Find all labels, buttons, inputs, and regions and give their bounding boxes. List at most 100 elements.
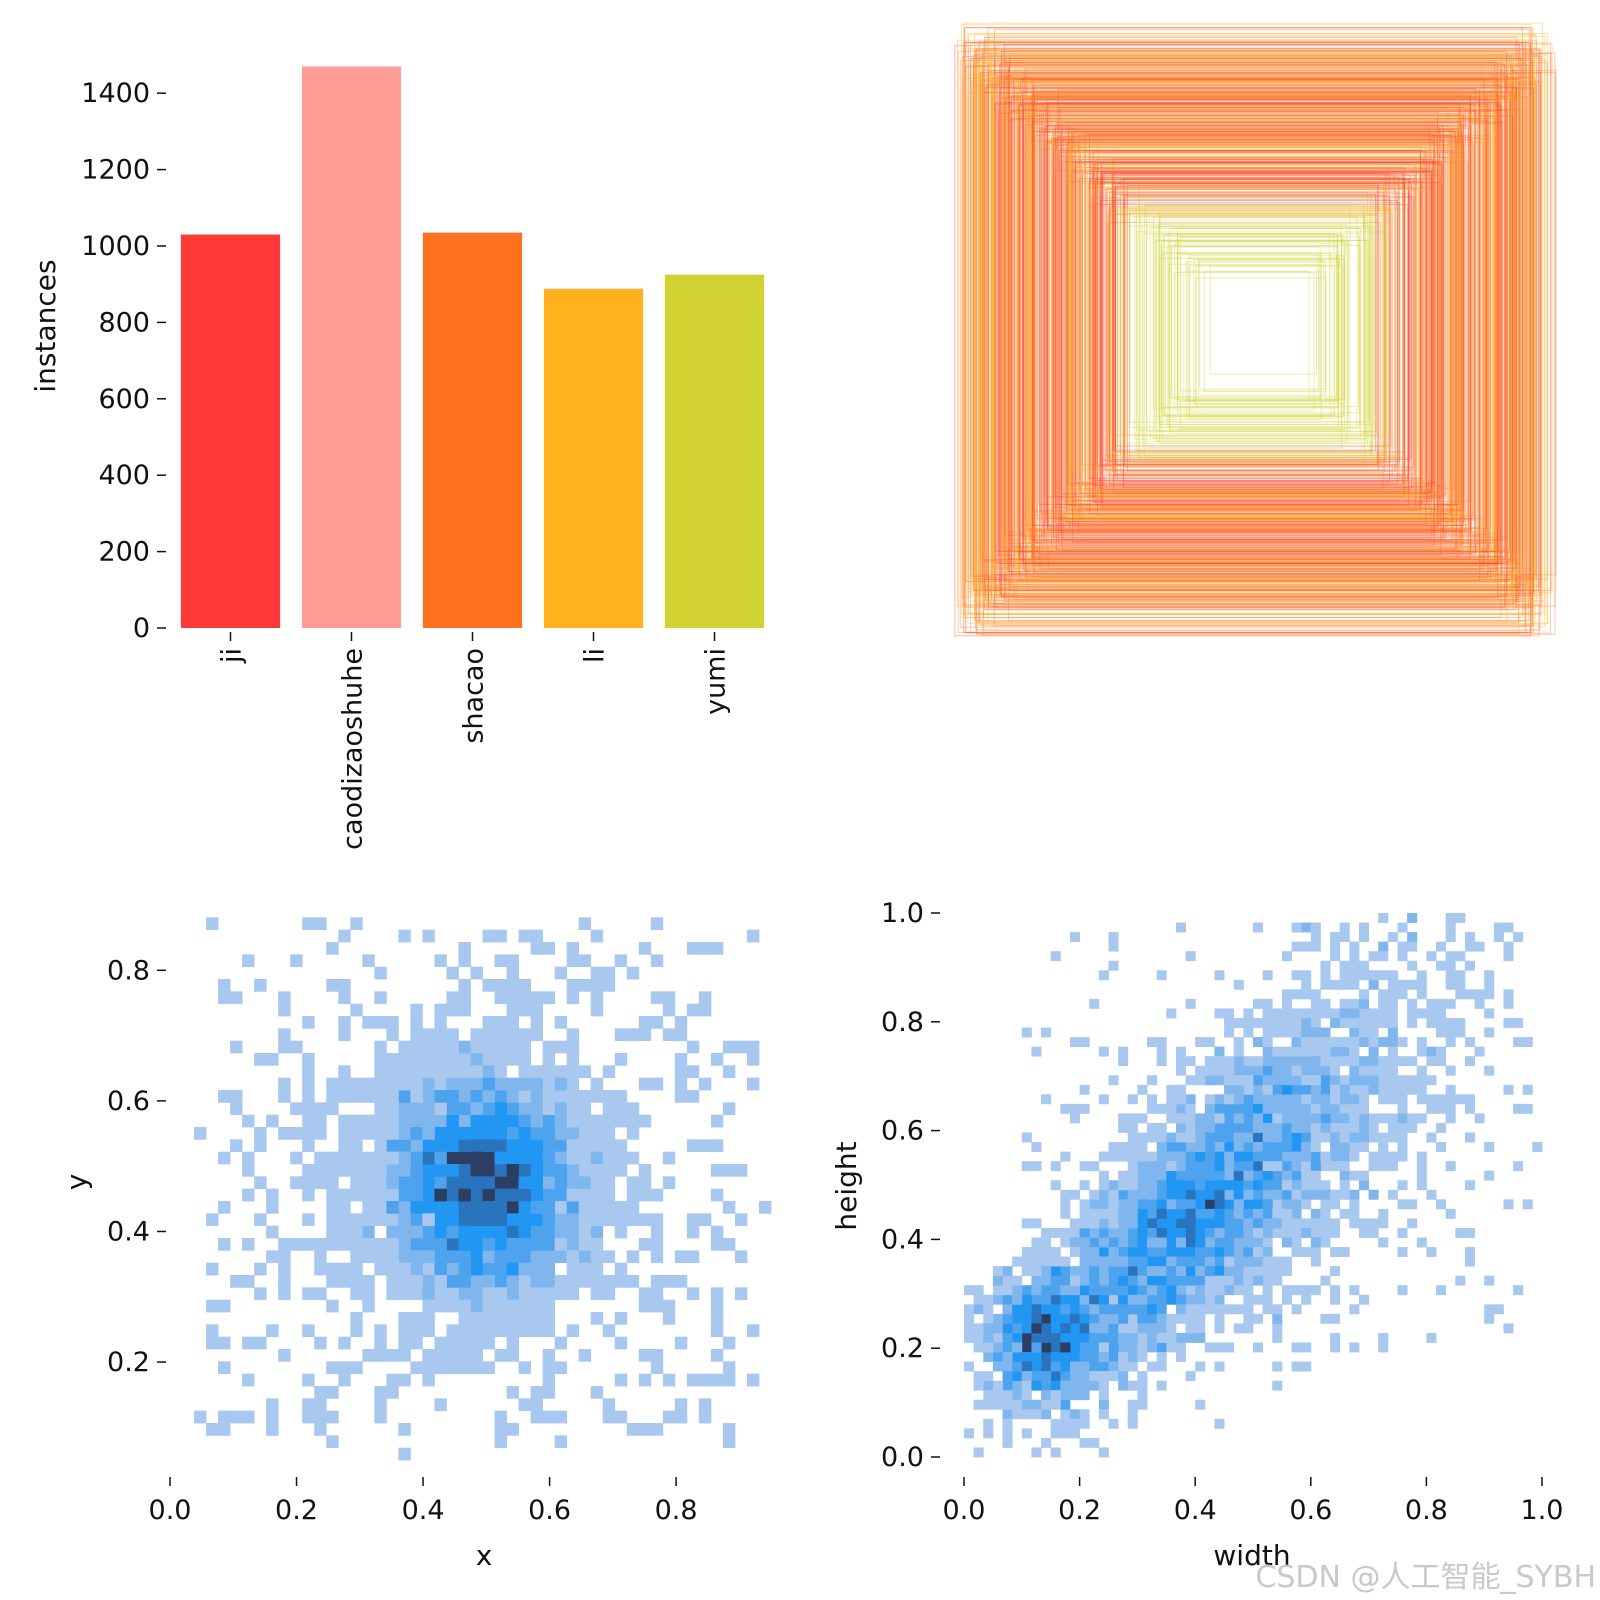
wh-cell xyxy=(1262,1294,1273,1305)
xy-cell xyxy=(650,1016,664,1029)
wh-cell xyxy=(1281,951,1292,962)
wh-cell xyxy=(1262,1180,1273,1191)
bounding-box xyxy=(1027,107,1470,530)
xy-cell xyxy=(674,1077,688,1091)
xy-cell xyxy=(386,1188,399,1202)
wh-cell xyxy=(1291,1027,1302,1038)
wh-cell xyxy=(1166,1266,1177,1277)
bounding-box xyxy=(1072,133,1463,543)
wh-cell xyxy=(1397,1113,1408,1124)
xy-cell xyxy=(326,1102,339,1116)
wh-cell xyxy=(1272,1227,1283,1238)
wh-cell xyxy=(1021,1371,1032,1382)
wh-cell xyxy=(1098,1390,1109,1401)
wh-cell xyxy=(1368,1008,1379,1019)
xy-cell xyxy=(590,1262,604,1276)
wh-cell xyxy=(1233,1132,1244,1143)
bounding-box xyxy=(991,94,1495,551)
xy-cell xyxy=(674,1053,688,1066)
wh-cell xyxy=(1349,970,1360,981)
xy-cell xyxy=(542,1040,556,1054)
xy-cell xyxy=(398,1225,411,1239)
xy-cell xyxy=(266,1225,279,1239)
xy-cell xyxy=(386,1164,399,1177)
xy-cell xyxy=(338,1065,351,1079)
wh-cell xyxy=(1079,1371,1090,1382)
bounding-box xyxy=(956,39,1537,607)
xy-cell xyxy=(506,1114,519,1128)
xy-cell xyxy=(470,1114,483,1128)
bounding-box xyxy=(1030,97,1472,560)
xy-cell xyxy=(554,1213,568,1227)
wh-cell xyxy=(1214,1256,1225,1267)
xy-cell xyxy=(458,1151,471,1165)
wh-cell xyxy=(1243,1142,1254,1152)
bounding-box xyxy=(1123,195,1391,483)
wh-cell xyxy=(1387,979,1398,990)
wh-cell xyxy=(1127,1361,1138,1372)
wh-cell xyxy=(1147,1189,1158,1200)
xy-cell xyxy=(518,1324,531,1338)
wh-cell xyxy=(1031,1142,1042,1152)
xy-cell xyxy=(434,1016,447,1029)
wh-cell xyxy=(1147,1161,1158,1172)
bounding-box xyxy=(1025,143,1464,544)
wh-cell xyxy=(1233,1017,1244,1028)
wh-cell xyxy=(992,1361,1003,1372)
wh-cell xyxy=(1021,1380,1032,1391)
xy-cell xyxy=(482,1262,495,1276)
bounding-box xyxy=(1055,142,1484,541)
wh-cell xyxy=(1339,1094,1350,1105)
wh-cell xyxy=(1281,989,1292,1000)
wh-cell xyxy=(1378,1161,1389,1172)
xy-cell xyxy=(518,1312,531,1325)
wh-cell xyxy=(1137,1342,1148,1353)
wh-cell xyxy=(1002,1428,1013,1439)
xy-cell xyxy=(410,1188,423,1202)
wh-cell xyxy=(1243,1266,1254,1277)
bounding-box xyxy=(1203,271,1326,393)
wh-cell xyxy=(1233,1056,1244,1067)
bounding-box xyxy=(1121,207,1381,460)
xy-cell xyxy=(266,1250,279,1264)
wh-cell xyxy=(1041,1399,1052,1410)
wh-cell xyxy=(1185,1218,1196,1229)
bounding-box xyxy=(976,43,1553,594)
xy-cell xyxy=(566,991,580,1005)
wh-cell xyxy=(973,1304,984,1315)
wh-cell xyxy=(1118,1142,1129,1152)
bounding-box xyxy=(1084,156,1447,497)
wh-cell xyxy=(1272,1208,1283,1219)
wh-cell xyxy=(1031,1352,1042,1362)
xy-cell xyxy=(554,1139,568,1153)
bounding-box xyxy=(1028,98,1501,547)
bounding-box xyxy=(1088,134,1451,514)
wh-cell xyxy=(1310,1151,1321,1162)
xy-cell xyxy=(278,1287,291,1301)
bounding-box xyxy=(1040,113,1463,546)
wh-cell xyxy=(1204,1342,1215,1353)
xy-cell xyxy=(686,942,700,955)
bounding-box xyxy=(1076,128,1454,528)
xy-cell xyxy=(386,1114,399,1128)
xy-cell xyxy=(554,1065,568,1079)
bounding-box xyxy=(1161,239,1367,440)
xy-cell xyxy=(494,1188,507,1202)
bounding-box xyxy=(1125,212,1365,436)
bounding-box xyxy=(1102,169,1429,509)
wh-cell xyxy=(1262,1218,1273,1229)
xy-cell xyxy=(734,1250,748,1264)
wh-cell xyxy=(1243,1027,1254,1038)
wh-cell xyxy=(1233,1094,1244,1105)
wh-cell xyxy=(1050,1380,1061,1391)
xy-cell xyxy=(494,1435,507,1449)
xy-cell xyxy=(566,942,580,955)
wh-cell xyxy=(1069,932,1080,943)
wh-cell xyxy=(1118,1275,1129,1286)
wh-cell xyxy=(1041,1437,1052,1448)
wh-cell xyxy=(983,1399,994,1410)
wh-cell xyxy=(1291,1361,1302,1372)
bounding-box xyxy=(965,65,1523,583)
wh-cell xyxy=(1262,1237,1273,1248)
bounding-box xyxy=(975,47,1526,622)
